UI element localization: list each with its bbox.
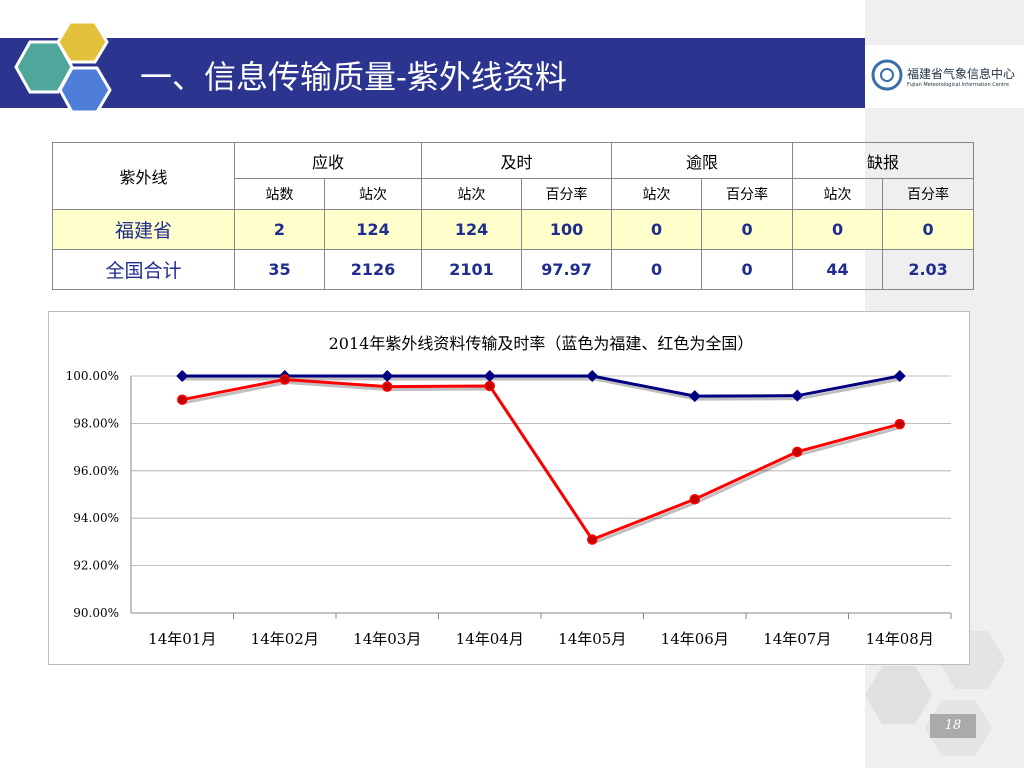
- point: [893, 370, 906, 382]
- table-cell: 35: [234, 249, 325, 290]
- table-cell: 0: [792, 209, 884, 250]
- series-line: [182, 374, 901, 398]
- point: [894, 418, 905, 430]
- y-tick-label: 96.00%: [73, 464, 119, 478]
- point: [587, 534, 598, 545]
- x-tick-label: 14年01月: [148, 630, 216, 648]
- point: [382, 381, 393, 392]
- hexagon: [58, 66, 112, 114]
- x-tick-label: 14年07月: [763, 630, 831, 648]
- x-tick-label: 14年06月: [661, 630, 729, 648]
- chart-title: 2014年紫外线资料传输及时率（蓝色为福建、红色为全国）: [329, 334, 754, 353]
- point: [586, 370, 599, 382]
- table-cell: 100: [521, 209, 613, 250]
- header-hexagons: [14, 20, 112, 114]
- header-cell: 紫外线: [52, 142, 235, 210]
- point: [792, 446, 803, 458]
- x-tick-label: 14年02月: [251, 630, 319, 648]
- hexagon: [865, 666, 932, 724]
- header-cell: 百分率: [882, 178, 975, 210]
- table-cell: 2: [234, 209, 325, 250]
- table-row: 全国合计 35 2126 2101 97.97 0 0 44 2.03: [52, 249, 975, 290]
- point: [279, 374, 290, 385]
- series-line: [181, 378, 901, 542]
- table-cell: 0: [701, 209, 794, 250]
- point: [484, 380, 495, 392]
- chart: 2014年紫外线资料传输及时率（蓝色为福建、红色为全国） 90.00% 92.00%…: [66, 334, 952, 648]
- table-cell: 2126: [323, 249, 423, 290]
- chart-frame: 2014年紫外线资料传输及时率（蓝色为福建、红色为全国） 90.00% 92.00%…: [48, 311, 970, 665]
- header-cell: 应收: [233, 142, 423, 179]
- point: [381, 370, 394, 382]
- logo-subtitle: Fujian Meteorological Information Centre: [907, 82, 1009, 88]
- header-cell: 及时: [421, 142, 613, 179]
- slide-title: 一、信息传输质量-紫外线资料: [140, 58, 567, 96]
- table-cell: 0: [611, 249, 703, 290]
- header-band: [0, 38, 865, 108]
- table-cell: 124: [421, 209, 523, 250]
- table-cell: 0: [882, 209, 975, 250]
- y-tick-label: 100.00%: [66, 369, 119, 383]
- table-cell: 44: [792, 249, 884, 290]
- y-tick-label: 92.00%: [73, 559, 119, 573]
- point: [176, 370, 189, 382]
- page-number: 18: [930, 714, 976, 738]
- x-tick-label: 14年03月: [353, 630, 421, 648]
- point: [688, 390, 701, 403]
- table-cell: 124: [323, 209, 423, 250]
- header-cell: 站次: [323, 178, 423, 210]
- table-cell: 97.97: [521, 249, 613, 290]
- x-tick-label: 14年04月: [456, 630, 524, 648]
- table-cell: 福建省: [52, 209, 235, 250]
- point: [483, 370, 496, 382]
- header-cell: 站数: [234, 178, 325, 210]
- table-cell: 全国合计: [52, 249, 235, 290]
- table-row: 紫外线 应收 及时 逾限 缺报: [52, 142, 975, 210]
- header-cell: 站次: [792, 178, 884, 210]
- point: [791, 389, 804, 402]
- point: [177, 394, 188, 405]
- table-cell: 2101: [421, 249, 523, 290]
- line-shadow: [184, 377, 903, 401]
- table-cell: 2.03: [882, 249, 975, 290]
- y-tick-label: 98.00%: [73, 416, 119, 430]
- table-cell: 0: [701, 249, 794, 290]
- x-tick-label: 14年08月: [866, 630, 934, 648]
- header-cell: 百分率: [701, 178, 794, 210]
- x-tick-label: 14年05月: [558, 630, 626, 648]
- logo-icon: [871, 59, 903, 91]
- header-cell: 逾限: [611, 142, 794, 179]
- y-tick-label: 94.00%: [73, 511, 119, 525]
- header-cell: 百分率: [521, 178, 613, 210]
- hexagon: [56, 20, 109, 64]
- table-row: 站数 站次 站次 百分率 站次 百分率 站次 百分率: [53, 178, 975, 210]
- header-cell: 站次: [611, 178, 703, 210]
- table-row: 福建省 2 124 124 100 0 0 0 0: [52, 209, 975, 250]
- data-table: 紫外线 应收 及时 逾限 缺报 站数 站次 站次 百分率 站次 百分率 站次 百分率 福建省 2 124 124…: [52, 142, 975, 290]
- logo-name: 福建省气象信息中心: [907, 67, 1016, 81]
- y-tick-label: 90.00%: [73, 606, 119, 620]
- point: [689, 493, 700, 505]
- header-cell: 缺报: [792, 142, 975, 179]
- table-cell: 0: [611, 209, 703, 250]
- header-cell: 站次: [421, 178, 523, 210]
- logo: 福建省气象信息中心 Fujian Meteorological Informat…: [865, 45, 1024, 108]
